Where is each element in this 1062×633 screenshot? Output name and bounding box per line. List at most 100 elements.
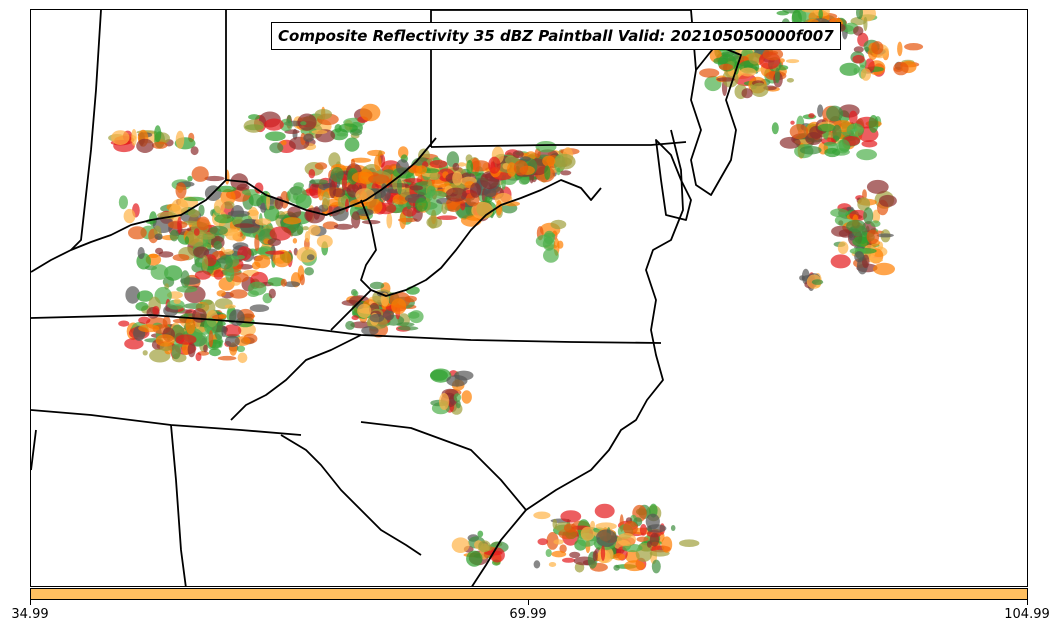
- reflectivity-cell: [175, 334, 197, 345]
- new-jersey-border: [690, 44, 742, 196]
- reflectivity-cell: [138, 316, 151, 324]
- reflectivity-cell: [818, 10, 823, 20]
- reflectivity-cell: [136, 138, 154, 153]
- reflectivity-cell: [404, 178, 423, 183]
- reflectivity-cell: [878, 194, 897, 207]
- reflectivity-cell: [553, 539, 564, 545]
- reflectivity-cell: [461, 390, 472, 404]
- reflectivity-cell: [361, 326, 379, 336]
- reflectivity-cell: [870, 220, 881, 227]
- reflectivity-cell: [330, 167, 344, 183]
- reflectivity-cell: [195, 262, 203, 268]
- reflectivity-cell: [195, 352, 202, 362]
- reflectivity-cell: [546, 532, 559, 550]
- tennessee-north-border: [31, 314, 662, 344]
- reflectivity-cell: [679, 539, 700, 547]
- reflectivity-cell: [862, 189, 867, 200]
- reflectivity-cell: [557, 240, 564, 249]
- reflectivity-cell: [823, 141, 838, 147]
- reflectivity-cell: [248, 114, 261, 120]
- reflectivity-cell: [739, 67, 757, 77]
- indiana-border: [70, 10, 102, 251]
- reflectivity-cell: [399, 211, 407, 230]
- reflectivity-cell: [415, 197, 428, 212]
- reflectivity-cell: [613, 564, 620, 571]
- reflectivity-cell: [562, 557, 575, 563]
- reflectivity-cell: [187, 342, 196, 358]
- reflectivity-cell: [236, 255, 245, 260]
- reflectivity-cell: [151, 141, 168, 149]
- alabama-border: [170, 424, 187, 586]
- reflectivity-cell: [446, 375, 468, 387]
- reflectivity-cell: [249, 304, 270, 313]
- reflectivity-cell: [402, 206, 417, 217]
- reflectivity-cell: [369, 313, 384, 323]
- reflectivity-cell: [175, 182, 187, 199]
- reflectivity-cell: [868, 115, 879, 133]
- reflectivity-cell: [786, 78, 795, 83]
- reflectivity-cell: [853, 26, 864, 36]
- kentucky-north-border: [31, 137, 437, 273]
- reflectivity-cell: [477, 530, 484, 538]
- reflectivity-cell: [559, 544, 567, 553]
- reflectivity-cell: [533, 511, 551, 520]
- reflectivity-cell: [254, 234, 260, 252]
- colorbar-tick: [1027, 600, 1028, 605]
- reflectivity-cell: [152, 305, 160, 315]
- reflectivity-cell: [466, 160, 474, 174]
- reflectivity-cell: [771, 122, 779, 135]
- reflectivity-cell: [623, 521, 638, 536]
- reflectivity-cell: [457, 162, 466, 167]
- reflectivity-cell: [852, 236, 870, 247]
- reflectivity-cell: [649, 532, 660, 547]
- reflectivity-cell: [304, 231, 311, 243]
- reflectivity-cell: [811, 279, 824, 285]
- reflectivity-cell: [269, 142, 284, 154]
- reflectivity-cell: [344, 137, 360, 152]
- reflectivity-cell: [338, 123, 358, 133]
- reflectivity-cell: [268, 288, 276, 299]
- reflectivity-cell: [848, 110, 858, 125]
- reflectivity-cell: [297, 113, 317, 131]
- reflectivity-cell: [776, 10, 789, 16]
- reflectivity-cell: [148, 253, 159, 258]
- reflectivity-cell: [164, 265, 183, 281]
- reflectivity-cell: [316, 234, 333, 249]
- reflectivity-cell: [861, 140, 878, 148]
- reflectivity-cell: [237, 352, 248, 364]
- reflectivity-cell: [230, 272, 249, 283]
- reflectivity-cell: [859, 10, 876, 22]
- reflectivity-cell: [123, 208, 136, 224]
- reflectivity-cell: [853, 67, 858, 74]
- reflectivity-cell: [600, 545, 606, 561]
- reflectivity-cell: [873, 262, 895, 276]
- reflectivity-cell: [183, 196, 205, 202]
- reflectivity-cell: [451, 537, 470, 553]
- reflectivity-cell: [848, 233, 855, 241]
- reflectivity-cell: [699, 68, 720, 78]
- west-virginia-border: [360, 179, 602, 297]
- reflectivity-cell: [651, 559, 661, 574]
- reflectivity-cell: [220, 188, 236, 206]
- reflectivity-cell: [409, 185, 423, 191]
- reflectivity-cell: [801, 10, 821, 13]
- reflectivity-cell: [397, 326, 419, 331]
- new-york-border: [431, 10, 697, 71]
- reflectivity-cell: [191, 166, 209, 182]
- reflectivity-cell: [381, 187, 391, 201]
- reflectivity-cell: [150, 264, 169, 280]
- reflectivity-cell: [866, 229, 880, 244]
- reflectivity-cell: [430, 369, 448, 381]
- reflectivity-cell: [409, 310, 424, 324]
- georgia-north-border: [31, 409, 302, 436]
- reflectivity-cell: [111, 130, 130, 145]
- reflectivity-cell: [857, 197, 871, 211]
- reflectivity-cell: [171, 343, 181, 360]
- reflectivity-cell: [535, 141, 557, 153]
- reflectivity-cell: [196, 216, 210, 231]
- reflectivity-cell: [300, 121, 307, 126]
- colorbar-label-min: 34.99: [11, 607, 49, 622]
- reflectivity-cell: [404, 295, 417, 303]
- reflectivity-cell: [439, 393, 450, 410]
- reflectivity-cell: [799, 275, 805, 281]
